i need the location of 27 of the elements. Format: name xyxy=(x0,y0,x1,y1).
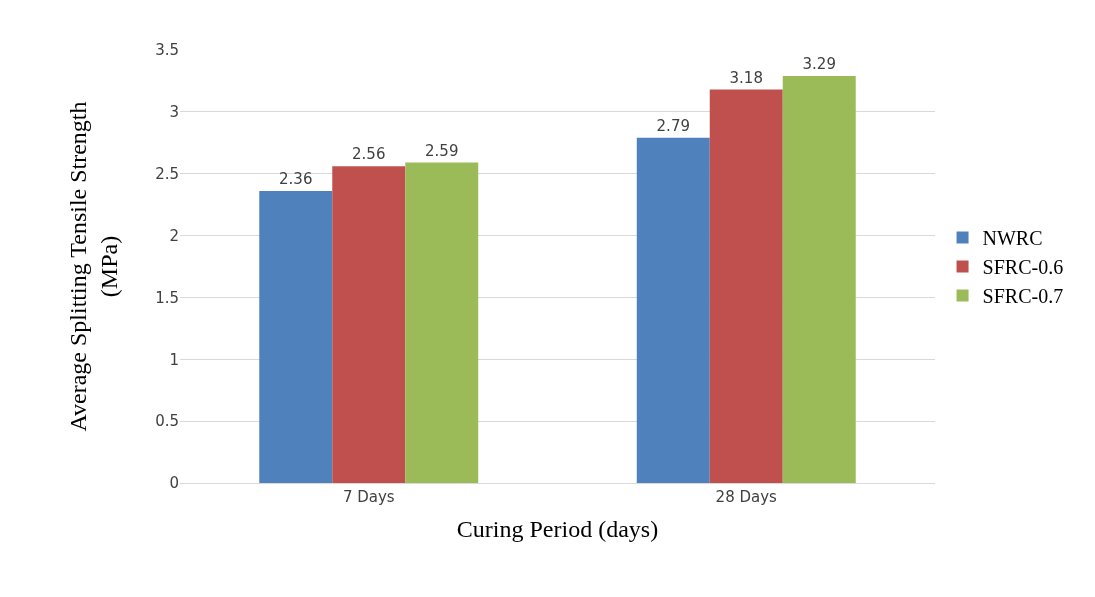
y-tick-label: 1.5 xyxy=(155,288,179,307)
legend-label: NWRC xyxy=(982,227,1043,250)
y-tick-label: 0.5 xyxy=(155,412,179,431)
data-label: 3.29 xyxy=(802,54,836,73)
x-axis-title: Curing Period (days) xyxy=(456,516,659,543)
data-label: 2.56 xyxy=(352,145,386,164)
y-axis-title: Average Splitting Tensile Strength (MPa) xyxy=(65,101,123,432)
bar xyxy=(332,166,406,483)
bar xyxy=(259,191,333,483)
x-tick-label: 28 Days xyxy=(715,488,778,506)
bar xyxy=(636,137,710,483)
data-label: 2.59 xyxy=(425,141,459,160)
y-tick-label: 0 xyxy=(169,474,179,493)
y-tick-label: 2 xyxy=(169,226,179,245)
data-label: 2.79 xyxy=(656,116,690,135)
legend-label: SFRC-0.6 xyxy=(982,256,1064,279)
bar xyxy=(405,162,479,483)
y-tick-label: 3.5 xyxy=(155,41,179,60)
x-tick-label: 7 Days xyxy=(342,488,395,506)
bar xyxy=(709,89,783,483)
data-label: 3.18 xyxy=(729,68,763,87)
y-tick-label: 2.5 xyxy=(155,164,179,183)
legend-label: SFRC-0.7 xyxy=(982,285,1064,308)
bar xyxy=(782,75,856,483)
y-tick-label: 1 xyxy=(169,350,179,369)
data-label: 2.36 xyxy=(279,170,313,189)
y-tick-label: 3 xyxy=(169,103,179,122)
